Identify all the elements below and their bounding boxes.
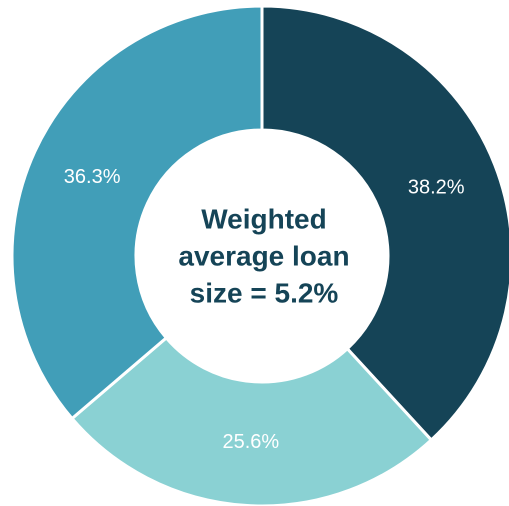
center-label: size = 5.2% <box>190 277 339 308</box>
slice-label: 38.2% <box>408 176 465 198</box>
center-label: average loan <box>178 240 349 271</box>
center-label: Weighted <box>201 203 326 234</box>
donut-slice <box>10 4 264 421</box>
donut-slice <box>69 335 434 506</box>
donut-slice <box>260 4 509 443</box>
slice-label: 36.3% <box>64 166 121 188</box>
slice-label: 25.6% <box>222 431 279 453</box>
